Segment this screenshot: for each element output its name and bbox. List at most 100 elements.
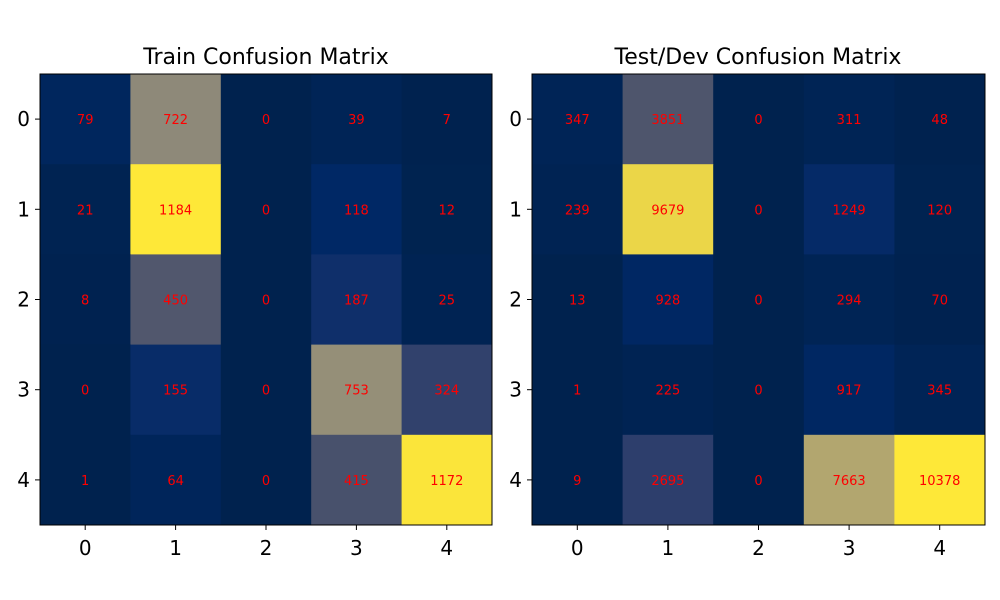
y-tick-label: 1 <box>509 197 522 221</box>
heatmap-cell <box>532 434 624 526</box>
heatmap-cell <box>894 254 986 346</box>
cell-value-label: 0 <box>754 203 762 218</box>
cell-value-label: 324 <box>434 384 459 399</box>
cell-value-label: 0 <box>81 384 89 399</box>
heatmap-cell <box>311 254 403 346</box>
y-tick-label: 0 <box>509 107 522 131</box>
cell-value-label: 0 <box>262 474 270 489</box>
cell-value-label: 0 <box>262 203 270 218</box>
x-tick-label: 1 <box>169 536 182 560</box>
y-tick-label: 2 <box>509 288 522 312</box>
x-tick-label: 4 <box>440 536 453 560</box>
heatmap-cell <box>803 254 895 346</box>
cell-value-label: 120 <box>927 203 952 218</box>
cell-value-label: 0 <box>754 294 762 309</box>
cell-value-label: 0 <box>754 474 762 489</box>
y-tick-label: 2 <box>17 288 30 312</box>
x-tick-label: 3 <box>350 536 363 560</box>
heatmap-cell <box>40 74 131 165</box>
cell-value-label: 928 <box>655 294 680 309</box>
chart-title: Test/Dev Confusion Matrix <box>614 45 902 70</box>
heatmap-cell <box>622 254 714 346</box>
cell-value-label: 1172 <box>430 474 463 489</box>
train-confusion-matrix: Train Confusion Matrix 79 722 0 39 721 1184 0 1… <box>17 45 493 560</box>
cell-value-label: 239 <box>565 203 590 218</box>
heatmap-cell <box>622 344 714 436</box>
heatmap-cell <box>401 434 493 526</box>
cell-value-label: 0 <box>754 384 762 399</box>
heatmap-cell <box>713 254 805 346</box>
cell-value-label: 345 <box>927 384 952 399</box>
heatmap-cell <box>894 164 986 255</box>
cell-value-label: 118 <box>344 203 369 218</box>
heatmap-cell <box>713 74 805 165</box>
heatmap-cell <box>220 344 312 436</box>
cell-value-label: 79 <box>77 113 94 128</box>
heatmap-cell <box>130 254 222 346</box>
cell-value-label: 1 <box>81 474 89 489</box>
heatmap-cell <box>311 74 403 165</box>
x-tick-label: 0 <box>571 536 584 560</box>
cell-value-label: 187 <box>344 294 369 309</box>
cell-value-label: 311 <box>837 113 862 128</box>
heatmap-cell <box>311 344 403 436</box>
cell-value-label: 0 <box>262 384 270 399</box>
heatmap-cell <box>401 254 493 346</box>
heatmap-cell <box>311 434 403 526</box>
heatmap-cell <box>40 164 131 255</box>
heatmap-cell <box>622 164 714 255</box>
x-tick-label: 2 <box>752 536 765 560</box>
cell-value-label: 39 <box>348 113 365 128</box>
heatmap-cell <box>803 74 895 165</box>
cell-value-label: 347 <box>565 113 590 128</box>
heatmap-cell <box>40 344 131 436</box>
heatmap-cell <box>40 254 131 346</box>
cell-value-label: 415 <box>344 474 369 489</box>
cell-value-label: 8 <box>81 294 89 309</box>
heatmap-cell <box>532 344 624 436</box>
x-tick-label: 4 <box>933 536 946 560</box>
cell-value-label: 155 <box>163 384 188 399</box>
x-tick-label: 2 <box>260 536 273 560</box>
cell-value-label: 294 <box>837 294 862 309</box>
heatmap-cells: 79 722 0 39 7 21 1184 0 118 12 8 450 0 187 25 0 155 0 753 3… <box>40 74 493 526</box>
heatmap-cell <box>401 164 493 255</box>
cell-value-label: 917 <box>837 384 862 399</box>
cell-value-label: 12 <box>439 203 456 218</box>
heatmap-cell <box>622 434 714 526</box>
heatmap-cell <box>532 74 624 165</box>
heatmap-cell <box>130 164 222 255</box>
cell-value-label: 1 <box>573 384 581 399</box>
y-tick-label: 1 <box>17 197 30 221</box>
cell-value-label: 7 <box>443 113 451 128</box>
cell-value-label: 0 <box>262 113 270 128</box>
cell-value-label: 3851 <box>651 113 684 128</box>
heatmap-cell <box>220 164 312 255</box>
cell-value-label: 0 <box>262 294 270 309</box>
heatmap-cell <box>130 434 222 526</box>
cell-value-label: 1184 <box>159 203 192 218</box>
heatmap-cell <box>532 254 624 346</box>
heatmap-cell <box>803 344 895 436</box>
cell-value-label: 753 <box>344 384 369 399</box>
y-tick-label: 0 <box>17 107 30 131</box>
cell-value-label: 64 <box>167 474 184 489</box>
heatmap-cell <box>894 434 986 526</box>
heatmap-cell <box>401 74 493 165</box>
cell-value-label: 70 <box>931 294 948 309</box>
heatmap-cell <box>803 164 895 255</box>
cell-value-label: 450 <box>163 294 188 309</box>
cell-value-label: 25 <box>439 294 456 309</box>
y-tick-label: 4 <box>509 468 522 492</box>
y-tick-label: 4 <box>17 468 30 492</box>
heatmap-cell <box>713 344 805 436</box>
cell-value-label: 21 <box>77 203 94 218</box>
cell-value-label: 48 <box>931 113 948 128</box>
cell-value-label: 10378 <box>919 474 960 489</box>
cell-value-label: 0 <box>754 113 762 128</box>
heatmap-cell <box>130 74 222 165</box>
y-tick-label: 3 <box>509 378 522 402</box>
